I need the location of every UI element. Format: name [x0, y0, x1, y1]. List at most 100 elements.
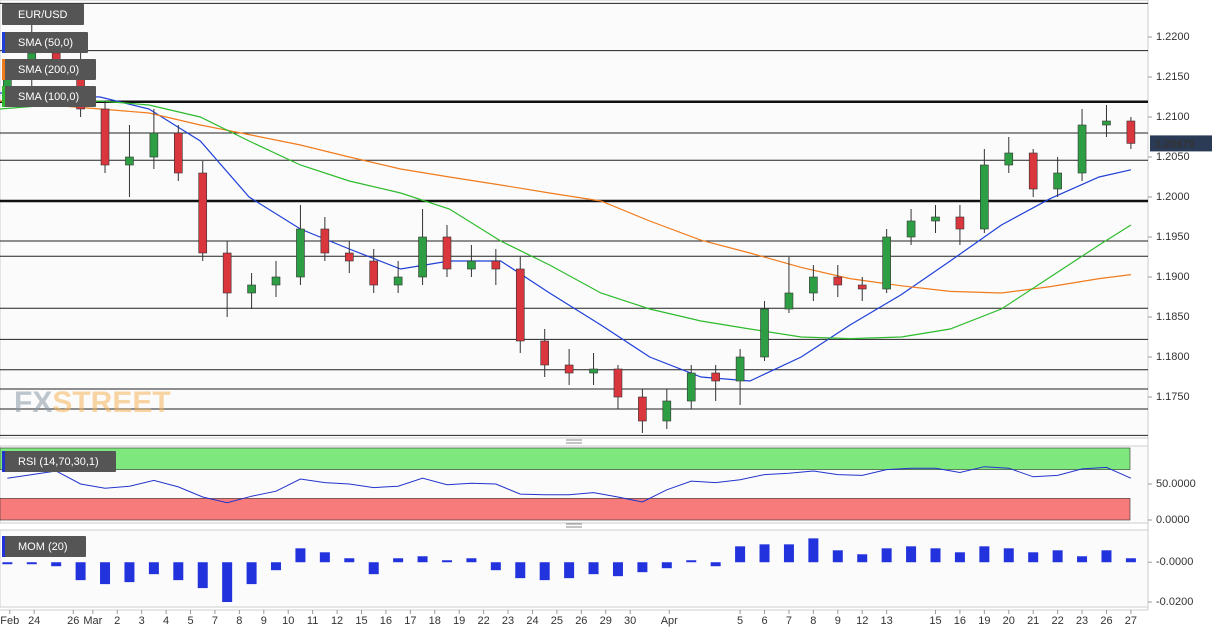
sma-line: [0, 100, 1131, 294]
rsi-band: [0, 447, 1131, 470]
candle-body: [174, 132, 183, 174]
candle-body: [735, 356, 745, 382]
x-tick-label: 12: [331, 615, 343, 627]
x-tick-label: 5: [187, 615, 193, 627]
x-tick-label: 6: [761, 615, 767, 627]
candle-body: [833, 276, 843, 286]
candle-body: [857, 284, 867, 290]
mom-bar: [222, 562, 233, 603]
y-tick-label: 1.1800: [1156, 351, 1190, 363]
legend-box: [2, 59, 96, 80]
y-tick-label: 1.2150: [1156, 71, 1190, 83]
x-tick-label: 16: [954, 615, 966, 627]
rsi-line: [7, 466, 1132, 504]
x-tick-label: 19: [978, 615, 990, 627]
x-tick-label: 8: [236, 615, 242, 627]
mom-bar: [979, 546, 990, 563]
mom-bar: [1028, 552, 1039, 563]
y-tick-label: -0.0000: [1156, 556, 1193, 568]
x-tick-label: 15: [355, 615, 367, 627]
mom-bar: [857, 554, 868, 563]
y-tick-label: 1.2000: [1156, 191, 1190, 203]
y-tick-label: 0.0000: [1156, 514, 1190, 526]
candle-body: [271, 276, 281, 286]
sma-line: [0, 100, 1132, 340]
candle-body: [760, 308, 769, 358]
candle-body: [809, 276, 818, 294]
candle-body: [1004, 152, 1014, 166]
mom-bar: [344, 558, 355, 563]
candle-body: [589, 368, 598, 374]
mom-bar: [466, 558, 477, 563]
mom-bar: [808, 538, 819, 563]
candle-body: [931, 216, 940, 222]
candle-body: [564, 364, 574, 374]
x-tick-label: 8: [810, 615, 816, 627]
candle-body: [1102, 120, 1111, 126]
candle-body: [418, 236, 427, 278]
x-tick-label: 11: [307, 615, 318, 627]
x-tick-label: 17: [404, 615, 416, 627]
x-tick-label: 7: [786, 615, 792, 627]
panel-resizer[interactable]: [566, 523, 582, 528]
mom-bar: [1101, 550, 1112, 563]
x-tick-label: 26: [575, 615, 587, 627]
candle-body: [344, 252, 354, 262]
mom-bar: [637, 562, 648, 573]
y-tick-label: 1.2200: [1156, 31, 1190, 43]
candle-body: [100, 108, 110, 166]
x-tick-label: 9: [835, 615, 841, 627]
x-tick-label: Feb: [0, 615, 19, 627]
panel-resizer[interactable]: [566, 439, 582, 444]
candle-body: [638, 396, 647, 422]
candle-body: [955, 216, 965, 230]
mom-bar: [612, 562, 623, 577]
mom-bar: [735, 546, 746, 563]
mom-bar: [197, 562, 208, 589]
candle-body: [442, 236, 452, 270]
candle-body: [980, 164, 989, 230]
x-tick-label: 30: [624, 615, 636, 627]
legend-box: [2, 32, 88, 53]
candle-body: [149, 132, 159, 158]
sma-line: [0, 92, 1132, 382]
x-tick-label: 22: [478, 615, 490, 627]
y-tick-label: 1.1850: [1156, 311, 1190, 323]
mom-bar: [124, 562, 135, 583]
y-tick-label: 1.2050: [1156, 151, 1190, 163]
mom-bar: [759, 544, 770, 563]
legend-label: RSI (14,70,30,1): [18, 456, 99, 468]
legend-box: [2, 536, 86, 557]
mom-bar: [173, 562, 184, 581]
mom-bar: [319, 552, 330, 563]
candle-body: [467, 260, 476, 270]
x-tick-label: 24: [526, 615, 538, 627]
x-tick-label: 13: [881, 615, 893, 627]
candle-body: [222, 252, 232, 294]
mom-bar: [271, 562, 282, 571]
candle-body: [515, 268, 525, 342]
mom-bar: [148, 562, 159, 575]
x-tick-label: 5: [737, 615, 743, 627]
last-price-box: [1150, 135, 1212, 152]
mom-bar: [490, 562, 501, 571]
legend-label: SMA (200,0): [18, 64, 79, 76]
mom-bar: [783, 544, 794, 563]
x-tick-label: Mar: [83, 615, 102, 627]
x-tick-label: 22: [1052, 615, 1064, 627]
watermark-prefix: FX: [14, 386, 52, 419]
legend-box: [2, 86, 96, 107]
x-tick-label: 24: [28, 615, 40, 627]
mom-bar: [75, 562, 86, 581]
x-tick-label: 23: [502, 615, 514, 627]
mom-bar: [417, 556, 428, 563]
candle-body: [320, 228, 330, 254]
last-price-label: 1.20670: [1155, 138, 1195, 150]
mom-bar: [564, 562, 575, 579]
mom-bar: [100, 562, 111, 585]
mom-bar: [954, 552, 965, 563]
x-tick-label: 21: [1027, 615, 1039, 627]
watermark: FXSTREET: [14, 386, 171, 419]
watermark-suffix: STREET: [52, 386, 170, 419]
x-tick-label: 10: [282, 615, 294, 627]
